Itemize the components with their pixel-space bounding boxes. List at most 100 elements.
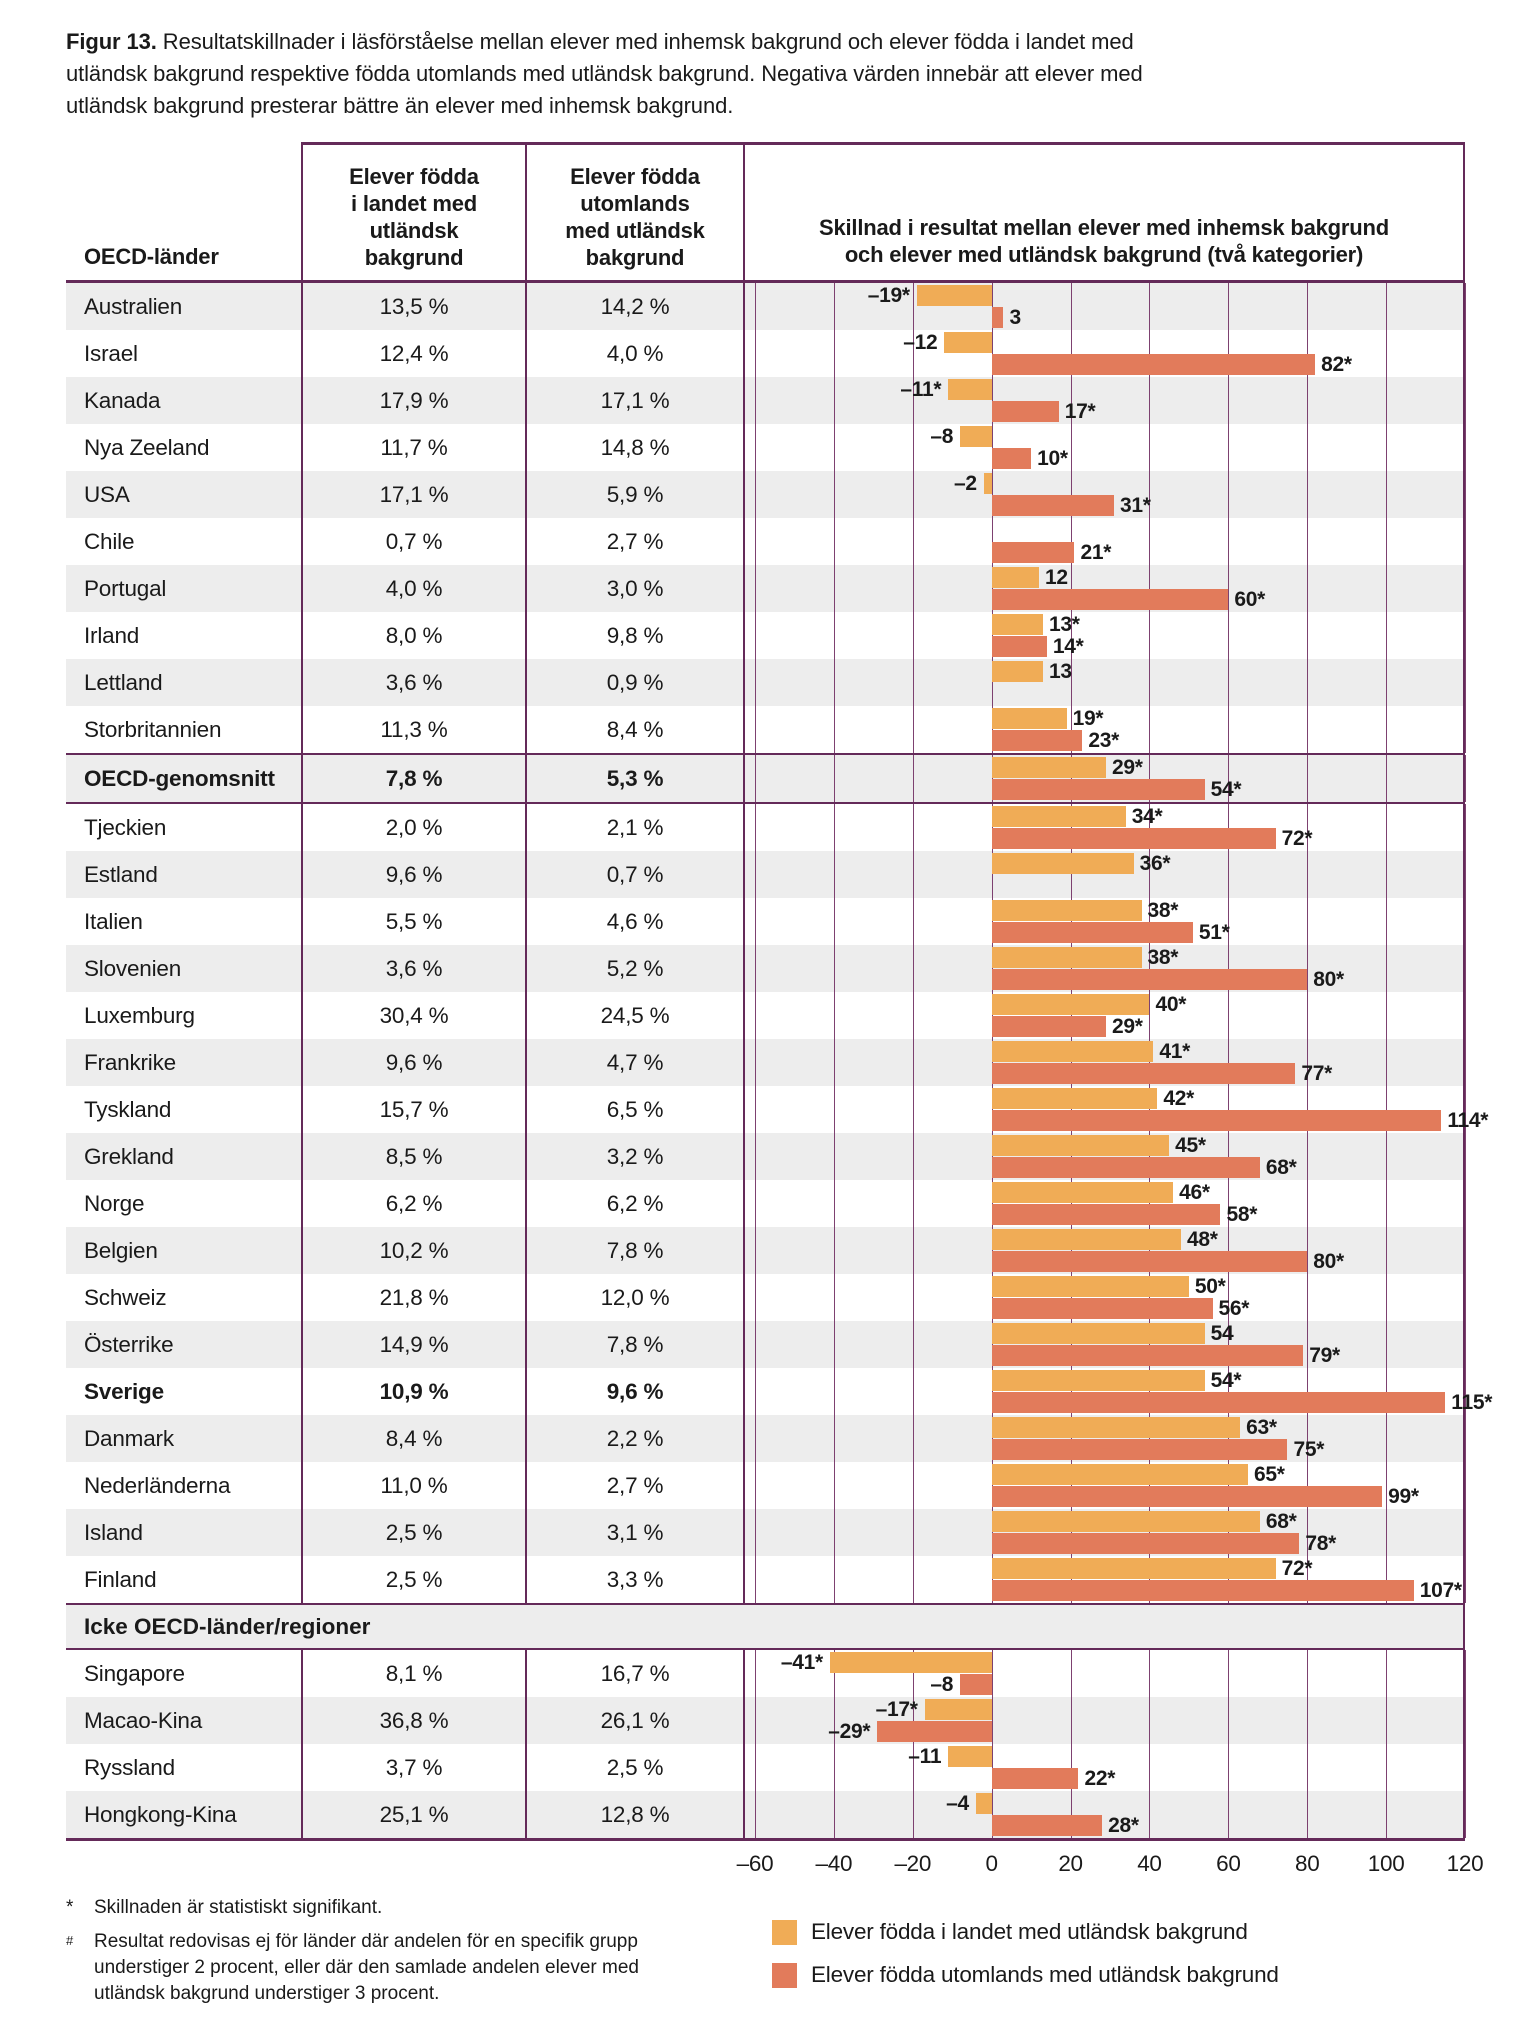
gridline (755, 992, 756, 1039)
pct-born-in-country-cell: 2,0 % (301, 804, 525, 851)
gridline (1307, 1744, 1309, 1791)
pct-born-in-country-cell: 6,2 % (301, 1180, 525, 1227)
gridline (912, 1509, 914, 1556)
footnotes: * Skillnaden är statistiskt signifikant. #… (66, 1895, 688, 2015)
gridline (991, 471, 993, 518)
bar-chart-cell: –41* –8 (743, 1650, 1466, 1697)
bar-born-abroad-label: 107* (1419, 1579, 1462, 1602)
gridline (912, 1274, 914, 1321)
table-row: Irland 8,0 % 9,8 % 13* 14* (66, 612, 1466, 659)
gridline (755, 1368, 756, 1415)
gridline (1386, 424, 1388, 471)
country-name-cell: Kanada (66, 377, 301, 424)
x-axis-tick: 60 (1216, 1851, 1241, 1876)
country-name-cell: Grekland (66, 1133, 301, 1180)
gridline (833, 898, 835, 945)
bar-born-in-country (991, 1041, 1154, 1062)
pct-born-abroad-cell: 26,1 % (525, 1697, 743, 1744)
gridline (1307, 755, 1309, 802)
country-name-cell: Belgien (66, 1227, 301, 1274)
country-name-cell: Ryssland (84, 1754, 175, 1780)
bar-born-abroad-label: 56* (1218, 1297, 1250, 1320)
country-name-cell: Portugal (66, 565, 301, 612)
x-axis-tick: 20 (1058, 1851, 1083, 1876)
bar-born-in-country (991, 1464, 1249, 1485)
figure-label: Figur 13. (66, 29, 157, 54)
gridline (1228, 898, 1230, 945)
gridline (1386, 1274, 1388, 1321)
gridline (1149, 1321, 1151, 1368)
pct-born-in-country-cell: 30,4 % (301, 992, 525, 1039)
gridline (991, 424, 993, 471)
gridline (1386, 1133, 1388, 1180)
gridline (833, 851, 835, 898)
table-row: Tjeckien 2,0 % 2,1 % 34* 72* (66, 804, 1466, 851)
bar-chart-cell: –11* 17* (743, 377, 1466, 424)
gridline (755, 1039, 756, 1086)
gridline (1465, 945, 1466, 992)
table-row: Australien 13,5 % 14,2 % –19* 3 (66, 283, 1466, 330)
gridline (1228, 518, 1230, 565)
gridline (1070, 804, 1072, 851)
pct-born-abroad-cell: 2,7 % (525, 518, 743, 565)
section-header-row: Icke OECD-länder/regioner (66, 1603, 1465, 1650)
gridline (833, 377, 835, 424)
gridline (1149, 377, 1151, 424)
gridline (755, 330, 756, 377)
pct-born-in-country-cell: 17,1 % (301, 471, 525, 518)
gridline (912, 1039, 914, 1086)
gridline (912, 659, 914, 706)
gridline (833, 330, 835, 377)
gridline (1465, 1321, 1466, 1368)
gridline (1386, 945, 1388, 992)
bar-chart-cell: 13 (743, 659, 1466, 706)
bar-chart-cell: 42* 114* (743, 1086, 1488, 1133)
gridline (1465, 851, 1466, 898)
bar-chart-cell: 63* 75* (743, 1415, 1466, 1462)
bar-born-in-country-label: 34* (1131, 805, 1163, 828)
pct-born-abroad-cell: 6,5 % (525, 1086, 743, 1133)
gridline (1228, 377, 1230, 424)
country-name-cell: Norge (84, 1190, 145, 1216)
bar-chart-cell: 13* 14* (743, 612, 1466, 659)
bar-born-abroad (991, 589, 1229, 610)
bar-born-abroad-label: 72* (1281, 827, 1313, 850)
gridline (991, 377, 993, 424)
gridline (991, 1039, 993, 1086)
gridline (755, 851, 756, 898)
gridline (755, 1744, 756, 1791)
legend-label: Elever födda i landet med utländsk bakgr… (811, 1919, 1248, 1944)
gridline (1307, 1368, 1309, 1415)
country-name-cell: Chile (84, 528, 135, 554)
bar-born-abroad-label: 58* (1226, 1203, 1258, 1226)
bar-born-abroad (991, 1063, 1296, 1084)
gridline (1070, 659, 1072, 706)
pct-born-abroad-cell: 0,7 % (525, 851, 743, 898)
bar-born-in-country-label: –11* (900, 378, 942, 401)
bar-born-in-country-label: 38* (1147, 946, 1179, 969)
table-row: Danmark 8,4 % 2,2 % 63* 75* (66, 1415, 1466, 1462)
table-row: Ryssland 3,7 % 2,5 % –11 22* (66, 1744, 1466, 1791)
gridline (1228, 424, 1230, 471)
gridline (912, 1744, 914, 1791)
gridline (1070, 1274, 1072, 1321)
gridline (1149, 706, 1151, 753)
gridline (833, 612, 835, 659)
country-name-cell: Frankrike (66, 1039, 301, 1086)
gridline (991, 1321, 993, 1368)
gridline (755, 283, 756, 330)
x-axis-tick: 120 (1446, 1851, 1484, 1876)
pct-born-abroad-cell: 2,2 % (525, 1415, 743, 1462)
bar-born-abroad-label: 3 (1009, 306, 1022, 329)
gridline (912, 424, 914, 471)
gridline (755, 1556, 756, 1603)
gridline (1386, 851, 1388, 898)
gridline (1228, 1180, 1230, 1227)
column-header-oecd-countries: OECD-länder (84, 244, 219, 269)
gridline (1149, 659, 1151, 706)
bar-born-in-country (829, 1652, 992, 1673)
gridline (1307, 565, 1309, 612)
pct-born-abroad-cell: 12,8 % (525, 1791, 743, 1838)
bar-born-in-country (991, 757, 1107, 778)
gridline (912, 1133, 914, 1180)
